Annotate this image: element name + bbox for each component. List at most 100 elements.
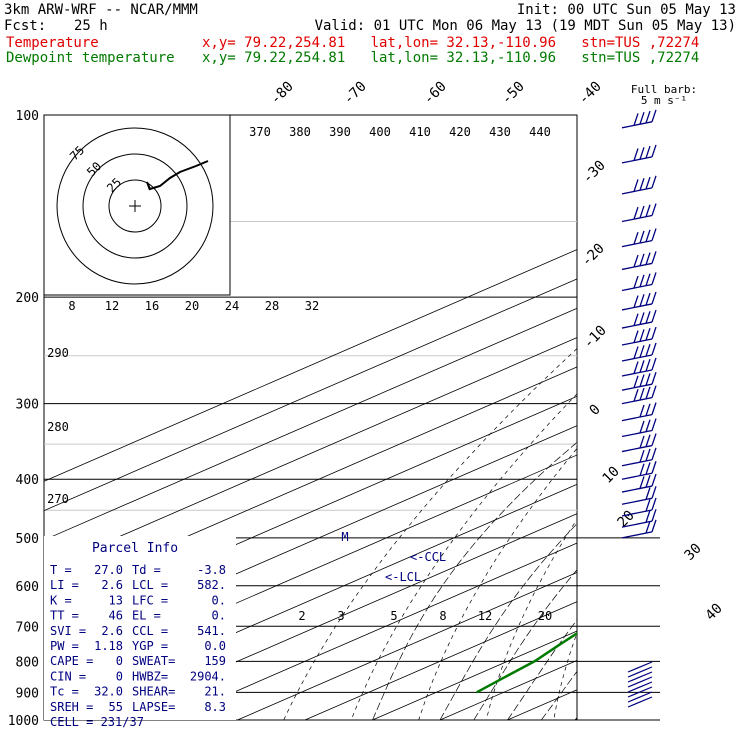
wind-barb-feather [651,144,657,158]
parcel-field-label: TT = [50,609,79,623]
parcel-field-label: SVI = [50,624,86,638]
isotherm-label: 0 [587,402,604,419]
wind-barb-feather [633,295,639,308]
wind-barb-feather [645,448,651,462]
wind-barb-feather [633,346,639,359]
wind-barb [621,472,653,480]
wind-barb [621,369,653,377]
parcel-field-label: CAPE = [50,654,93,668]
parcel-field-value: 2904. [190,669,226,683]
barb-legend-title: Full barb: [631,83,697,96]
wind-scale-tick: 24 [225,299,239,313]
wind-barb-feather [645,110,651,124]
parcel-field-label: Tc = [50,685,79,699]
theta-label: 370 [249,125,271,139]
isotherm-line [574,718,577,720]
moist-adiabat-line [473,569,577,720]
isotherm-label: 40 [703,601,726,624]
moist-adiabat-line [372,441,577,720]
wind-barb-feather [633,361,639,374]
wind-barb-feather [651,418,657,431]
wind-barb-feather [651,473,657,487]
wind-barb-feather [645,373,651,386]
wind-barb-feather [639,178,645,191]
wind-barb-feather [639,147,645,160]
wind-barb-feather [651,342,657,356]
dry-adiabat-line [689,115,740,720]
wind-barb-feather [633,330,639,343]
theta-left-label: 270 [47,492,69,506]
wind-barb-feather [651,433,657,446]
moist-adiabat-line [574,716,577,720]
wind-barb-feather [651,251,657,264]
wind-barb-feather [651,519,657,533]
wind-barb [627,676,653,688]
wind-barb-feather [645,229,651,242]
parcel-field-value: 2.6 [101,624,123,638]
wind-barb-feather [639,387,645,401]
wind-barb [621,429,653,438]
parcel-field-value: 0.0 [204,639,226,653]
wind-barb-feather [633,389,639,402]
wind-barb-feather [633,231,639,245]
parcel-field-label: LFC = [132,593,168,607]
mixing-ratio-label: 5 [390,609,397,623]
pressure-label: 700 [16,620,39,635]
hodograph-ring [108,179,162,233]
marker-ccl: <-CCL [410,550,446,564]
marker-lcl: <-LCL [385,570,421,584]
wind-barb-feather [639,312,645,325]
isotherm-label: 20 [615,508,638,531]
wind-barb [621,531,653,539]
wind-barb [621,509,653,517]
pressure-label: 800 [16,655,39,670]
wind-barb [621,121,653,129]
wind-barb [621,239,653,248]
wind-barb-feather [639,374,645,387]
hodograph-ring [56,127,214,285]
wind-barb-feather [651,447,657,460]
wind-barb-feather [645,487,651,500]
wind-barb [621,413,653,422]
wind-barb-feather [633,179,639,192]
wind-barb-feather [633,375,639,388]
wind-barb [627,671,653,683]
isotherm-line [102,513,577,720]
moist-adiabat-line [507,619,577,720]
wind-barb-feather [645,434,651,447]
wind-barb-feather [639,435,645,449]
parcel-field-value: 541. [197,624,226,638]
wind-barb-feather [651,371,657,385]
isotherm-label: -10 [581,323,610,352]
pressure-label: 200 [16,291,39,306]
wind-barb-feather [639,449,645,463]
wind-barb-feather [639,360,645,373]
wind-barb [621,283,653,292]
marker-m: M [341,530,348,544]
wind-barb [621,214,653,223]
theta-left-label: 290 [47,346,69,360]
wind-scale-tick: 20 [185,299,199,313]
wind-barb-feather [639,205,645,219]
wind-barb [627,661,653,673]
wind-barb [621,397,653,405]
wind-barb [627,691,653,703]
wind-barb-feather [645,328,651,341]
wind-barb [627,696,653,708]
parcel-field-value: 13 [109,593,123,607]
parcel-field-value: 1.18 [94,639,123,653]
parcel-field-label: Td = [132,563,161,577]
forecast-hour: 25 h [74,18,108,34]
wind-barb-feather [639,294,645,307]
wind-barb-feather [633,254,639,268]
isotherm-label: 10 [600,464,623,487]
wind-barb-feather [645,386,651,400]
mixing-ratio-label: 2 [298,609,305,623]
wind-barb-feather [645,204,651,217]
wind-barb-feather [645,311,651,324]
wind-barb-feather [645,510,651,523]
theta-label: 410 [409,125,431,139]
parcel-field-value: 582. [197,578,226,592]
pressure-label: 500 [16,532,39,547]
wind-barb-feather [639,112,645,125]
